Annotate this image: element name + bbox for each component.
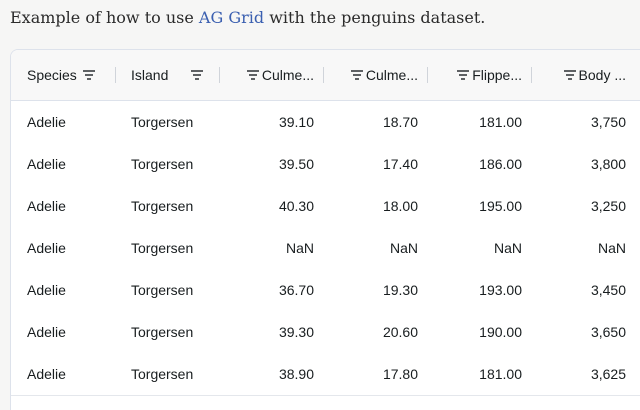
table-cell[interactable]: NaN [493, 240, 522, 256]
table-cell[interactable]: Torgersen [131, 114, 194, 130]
table-cell[interactable]: Adelie [27, 114, 66, 130]
column-header[interactable]: Body ... [531, 50, 635, 100]
intro-prefix: Example of how to use [10, 8, 199, 27]
table-cell[interactable]: Torgersen [131, 156, 194, 172]
table-cell[interactable]: 18.70 [382, 114, 418, 130]
grid-header-row: Species Island Culme... Culme... Flippe... Bo… [11, 50, 640, 101]
table-cell[interactable]: 195.00 [479, 198, 522, 214]
table-cell[interactable]: 38.90 [278, 366, 314, 382]
filter-lines-icon[interactable] [190, 69, 204, 81]
column-header[interactable]: Island [115, 50, 219, 100]
table-cell[interactable]: 3,800 [590, 156, 626, 172]
table-cell[interactable]: 39.10 [278, 114, 314, 130]
table-cell[interactable]: 3,650 [590, 324, 626, 340]
filter-lines-icon[interactable] [82, 69, 96, 81]
table-cell[interactable]: 39.30 [278, 324, 314, 340]
table-cell[interactable]: Adelie [27, 282, 66, 298]
table-cell[interactable]: Adelie [27, 198, 66, 214]
column-header[interactable]: Flippe... [427, 50, 531, 100]
intro-text: Example of how to use AG Grid with the p… [10, 6, 485, 30]
column-resize-handle[interactable] [427, 67, 428, 83]
column-resize-handle[interactable] [531, 67, 532, 83]
table-cell[interactable]: 3,750 [590, 114, 626, 130]
table-cell[interactable]: 193.00 [479, 282, 522, 298]
table-cell[interactable]: NaN [597, 240, 626, 256]
intro-suffix: with the penguins dataset. [264, 8, 486, 27]
table-row[interactable]: Adelie Torgersen 40.30 18.00 195.00 3,250 [11, 185, 640, 228]
penguins-data-grid: Species Island Culme... Culme... Flippe... Bo… [10, 49, 640, 410]
filter-lines-icon[interactable] [246, 69, 260, 81]
filter-lines-icon[interactable] [456, 69, 470, 81]
table-cell[interactable]: 36.70 [278, 282, 314, 298]
table-cell[interactable]: 3,450 [590, 282, 626, 298]
filter-lines-icon[interactable] [350, 69, 364, 81]
table-cell[interactable]: 3,250 [590, 198, 626, 214]
table-row[interactable]: Adelie Torgersen NaN NaN NaN NaN [11, 227, 640, 270]
table-cell[interactable]: 190.00 [479, 324, 522, 340]
table-cell[interactable]: Torgersen [131, 366, 194, 382]
column-header-label: Species [27, 67, 77, 83]
table-row[interactable]: Adelie Torgersen 38.90 17.80 181.00 3,625 [11, 353, 640, 396]
table-cell[interactable]: NaN [285, 240, 314, 256]
column-resize-handle[interactable] [219, 67, 220, 83]
table-cell[interactable]: 181.00 [479, 366, 522, 382]
table-cell[interactable]: Torgersen [131, 240, 194, 256]
table-row[interactable]: Adelie Torgersen 39.10 18.70 181.00 3,750 [11, 101, 640, 144]
table-cell[interactable]: Torgersen [131, 198, 194, 214]
column-header-label: Flippe... [472, 67, 522, 83]
column-resize-handle[interactable] [115, 67, 116, 83]
table-cell[interactable]: Adelie [27, 240, 66, 256]
table-cell[interactable]: 19.30 [382, 282, 418, 298]
column-header-label: Body ... [578, 67, 626, 83]
table-cell[interactable]: Torgersen [131, 282, 194, 298]
column-header-label: Culme... [261, 67, 314, 83]
column-header[interactable]: Culme... [219, 50, 323, 100]
table-row[interactable]: Adelie Torgersen 36.70 19.30 193.00 3,450 [11, 269, 640, 312]
table-cell[interactable]: Torgersen [131, 324, 194, 340]
table-cell[interactable]: NaN [389, 240, 418, 256]
table-cell[interactable]: 39.50 [278, 156, 314, 172]
table-row[interactable]: Adelie Torgersen 39.50 17.40 186.00 3,800 [11, 143, 640, 186]
filter-lines-icon[interactable] [563, 69, 577, 81]
table-row[interactable]: Adelie Torgersen 39.30 20.60 190.00 3,650 [11, 311, 640, 354]
table-cell[interactable]: 20.60 [382, 324, 418, 340]
table-cell[interactable]: 18.00 [382, 198, 418, 214]
table-cell[interactable]: 17.40 [382, 156, 418, 172]
table-cell[interactable]: Adelie [27, 156, 66, 172]
column-resize-handle[interactable] [323, 67, 324, 83]
table-cell[interactable]: 186.00 [479, 156, 522, 172]
table-cell[interactable]: Adelie [27, 366, 66, 382]
table-cell[interactable]: 40.30 [278, 198, 314, 214]
table-cell[interactable]: 17.80 [382, 366, 418, 382]
column-header[interactable]: Culme... [323, 50, 427, 100]
table-cell[interactable]: 181.00 [479, 114, 522, 130]
column-header[interactable]: Species [11, 50, 115, 100]
table-cell[interactable]: Adelie [27, 324, 66, 340]
column-header-label: Culme... [365, 67, 418, 83]
table-cell[interactable]: 3,625 [590, 366, 626, 382]
column-header-label: Island [131, 67, 169, 83]
ag-grid-link[interactable]: AG Grid [198, 8, 265, 27]
